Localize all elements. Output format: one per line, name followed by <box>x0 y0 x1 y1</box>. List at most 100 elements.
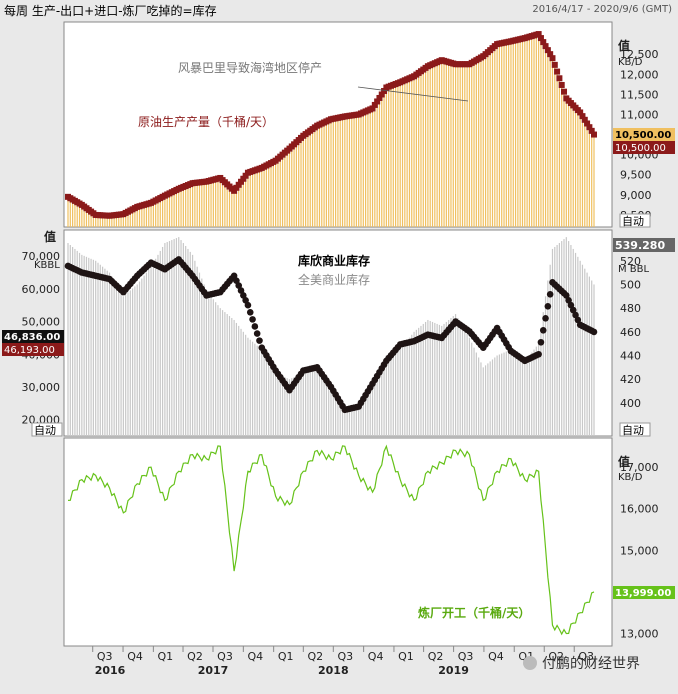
production-bar <box>491 48 494 228</box>
production-bar <box>221 180 224 227</box>
production-marker <box>242 172 249 179</box>
production-bar <box>251 171 254 227</box>
us-inventory-bar <box>203 284 205 436</box>
production-marker <box>549 55 556 62</box>
production-marker <box>376 94 383 101</box>
us-inventory-bar <box>422 323 424 436</box>
us-inventory-bar <box>242 331 244 436</box>
us-inventory-bar <box>240 328 242 436</box>
us-inventory-bar <box>221 310 224 436</box>
production-bar <box>390 85 392 228</box>
auto-button-1[interactable]: 自动 <box>622 215 644 228</box>
us-inventory-bar <box>76 250 78 436</box>
refinery-ytick: 13,000 <box>620 628 659 641</box>
us-inventory-bar <box>118 288 120 436</box>
production-bar <box>376 101 378 227</box>
us-inventory-bar <box>198 272 201 436</box>
us-inventory-bar <box>166 242 168 436</box>
year-label: 2019 <box>438 664 469 677</box>
production-bar <box>556 71 558 227</box>
production-bar <box>108 215 111 227</box>
auto-button-2-box[interactable] <box>31 422 63 437</box>
production-bar <box>494 46 496 227</box>
us-inventory-bar <box>191 254 194 436</box>
auto-button-2[interactable]: 自动 <box>34 424 56 437</box>
production-bar <box>231 188 233 227</box>
production-bar <box>148 203 150 227</box>
us-inventory-bar <box>579 260 581 436</box>
production-bar <box>335 118 337 227</box>
production-bar <box>321 123 323 227</box>
us-inventory-bar <box>480 362 482 436</box>
production-bar <box>457 64 459 228</box>
us-inventory-bar <box>381 363 383 436</box>
production-bar <box>74 200 76 227</box>
production-bar <box>83 206 85 227</box>
production-unit: KB/D <box>618 57 643 68</box>
production-bar <box>561 84 563 228</box>
production-bar <box>574 107 577 227</box>
production-bar <box>302 135 304 227</box>
cushing-value-box-2 <box>2 343 64 356</box>
us-inventory-bar <box>390 353 392 436</box>
production-bar <box>531 36 533 227</box>
production-bar <box>281 154 284 227</box>
production-marker <box>374 98 381 105</box>
auto-button-3[interactable]: 自动 <box>622 424 644 437</box>
cushing-label: 库欣商业库存 <box>298 253 370 268</box>
production-marker <box>591 131 597 138</box>
us-inventory-bar <box>487 363 489 436</box>
production-bar <box>374 104 376 227</box>
auto-button-3-box[interactable] <box>619 422 651 437</box>
us-inventory-bar <box>443 323 445 436</box>
production-marker <box>581 116 588 123</box>
us-inventory-bar <box>217 305 219 436</box>
us-inventory-bar <box>581 264 584 436</box>
us-inventory-bar <box>535 346 537 436</box>
production-bar <box>348 115 351 227</box>
us-inventory-bar <box>323 376 325 436</box>
us-inventory-bar <box>531 352 533 436</box>
us-inventory-bar <box>263 353 265 436</box>
production-bar <box>138 206 141 227</box>
us-inventory-bar <box>261 349 263 436</box>
us-inventory-bar <box>450 318 452 436</box>
us-inventory-bar <box>138 281 141 436</box>
auto-button-1-box[interactable] <box>619 213 651 228</box>
production-bar <box>210 180 212 227</box>
us-inventory-bar <box>185 245 187 436</box>
production-bar <box>475 60 477 227</box>
us-inventory-bar <box>178 237 180 436</box>
cushing-point <box>546 291 554 298</box>
quarter-label: Q1 <box>158 650 174 663</box>
production-bar <box>111 215 113 227</box>
us-inventory-bar <box>131 288 134 436</box>
us-inventory-bar <box>574 252 577 436</box>
production-bar <box>268 164 270 227</box>
us-inventory-bar <box>92 259 94 436</box>
us-inventory-bar <box>152 262 154 436</box>
us-inventory-bars <box>67 237 595 436</box>
production-bar <box>339 117 341 227</box>
us-inventory-bar <box>466 333 468 436</box>
us-inventory-bar <box>205 290 208 436</box>
us-inventory-bar <box>588 276 590 436</box>
production-marker <box>561 88 568 95</box>
us-inventory-bar <box>514 353 517 436</box>
production-bar <box>178 188 180 227</box>
inventory-ytick: 30,000 <box>22 381 61 394</box>
inventory-unit-label: 值 <box>44 229 56 244</box>
production-bar <box>125 212 127 227</box>
quarter-label: Q3 <box>578 650 594 663</box>
production-bar <box>399 82 401 227</box>
production-bar <box>464 64 466 228</box>
us-inventory-bar <box>251 341 254 436</box>
us-inventory-bar <box>353 404 355 436</box>
inventory-right-ytick: 400 <box>620 397 641 410</box>
cushing-point <box>235 282 243 289</box>
us-inventory-bar <box>238 325 240 436</box>
production-marker <box>577 109 584 116</box>
us-inventory-bar <box>337 396 339 436</box>
us-inventory-label: 全美商业库存 <box>298 272 370 287</box>
